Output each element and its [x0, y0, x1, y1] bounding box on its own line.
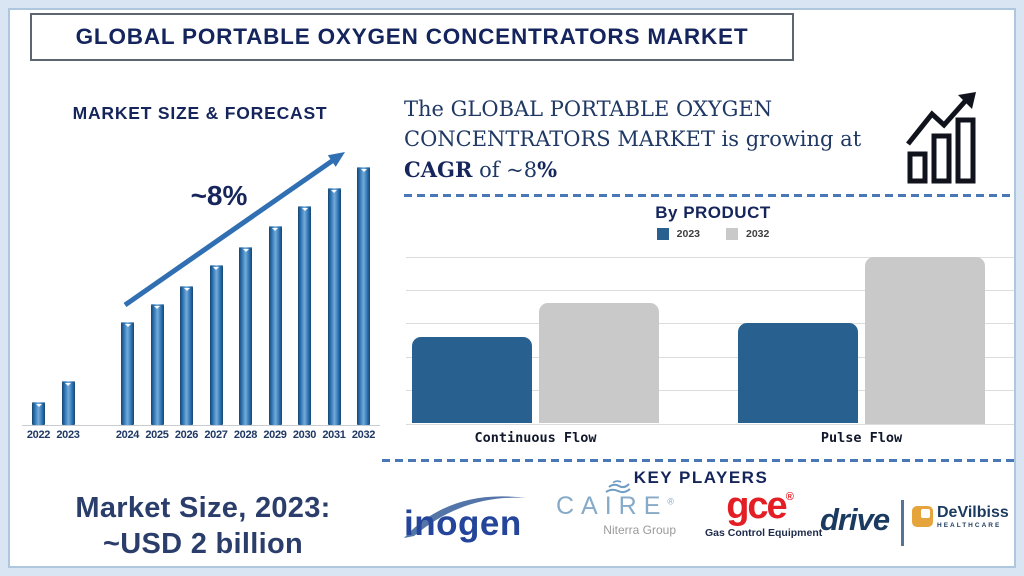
dashed-divider-top [404, 194, 1016, 197]
page-title: GLOBAL PORTABLE OXYGEN CONCENTRATORS MAR… [75, 24, 749, 49]
cagr-annotation: ~8% [190, 180, 248, 211]
caire-wordmark: CAIRE [556, 492, 668, 520]
bar-pulse-flow-2023 [738, 323, 858, 424]
growth-note-line1: The GLOBAL PORTABLE OXYGEN [404, 97, 773, 121]
legend-swatch-2023 [656, 228, 669, 240]
inogen-swoosh-icon [404, 496, 526, 538]
growth-chart-icon [906, 92, 976, 184]
category-label-pulse-flow: Pulse Flow [820, 430, 903, 446]
forecast-heading: MARKET SIZE & FORECAST [72, 103, 328, 123]
drive-logo: drive [820, 502, 890, 538]
devilbiss-icon [912, 506, 933, 527]
gridline-1 [406, 289, 1016, 291]
gridline-0 [406, 256, 1016, 258]
bar-2029 [268, 226, 282, 425]
cagr-bold: CAGR [404, 156, 473, 182]
bar-2023 [61, 381, 75, 425]
title-banner: GLOBAL PORTABLE OXYGEN CONCENTRATORS MAR… [30, 13, 794, 61]
key-players-heading: KEY PLAYERS [633, 468, 769, 487]
legend-item-2023: 2023 [656, 228, 700, 240]
legend-item-2032: 2032 [726, 228, 769, 240]
percent-bold: % [537, 156, 558, 182]
market-size-line2: ~USD 2 billion [103, 528, 303, 561]
bar-pulse-flow-2032 [865, 256, 985, 424]
growth-note: The GLOBAL PORTABLE OXYGEN CONCENTRATORS… [404, 94, 909, 185]
caire-waves-icon [605, 480, 631, 494]
gce-subtext: Gas Control Equipment [705, 527, 823, 539]
year-label-2023: 2023 [56, 429, 80, 441]
gce-wordmark: gce [726, 485, 788, 527]
year-label-2022: 2022 [26, 429, 51, 441]
x-axis-line [22, 425, 380, 426]
bar-continuous-flow-2023 [412, 336, 532, 424]
bar-2025 [150, 303, 164, 425]
by-product-chart: Continuous Flow Pulse Flow [406, 251, 1016, 451]
year-label-2024: 2024 [115, 429, 140, 441]
market-size-line1: Market Size, 2023: [75, 492, 331, 524]
by-product-legend: 2023 2032 [406, 228, 1016, 240]
inogen-wordmark: inogen [404, 504, 522, 543]
caire-registered-mark: ® [667, 496, 682, 507]
caire-logo: CAIRE® Niterra Group [556, 480, 676, 537]
bar-continuous-flow-2032 [539, 303, 659, 424]
gridline-4 [406, 390, 1016, 392]
dashed-divider-bottom [382, 459, 1016, 462]
bar-2031 [327, 187, 341, 425]
year-label-2031: 2031 [322, 429, 346, 441]
legend-label-2023: 2023 [676, 228, 700, 240]
gridline-5 [406, 423, 1016, 425]
year-label-2030: 2030 [292, 429, 317, 441]
devilbiss-wordmark: DeVilbiss [937, 504, 1009, 521]
cagr-mid: of ~8 [472, 157, 538, 182]
bar-2030 [298, 205, 311, 425]
logo-separator [901, 500, 904, 546]
legend-label-2032: 2032 [746, 228, 770, 240]
bar-2028 [239, 246, 252, 425]
devilbiss-logo: DeVilbiss HEALTHCARE [912, 504, 1009, 529]
gce-logo: gce® Gas Control Equipment [705, 485, 823, 539]
bar-2024 [121, 321, 134, 425]
year-label-2028: 2028 [233, 429, 258, 441]
by-product-heading: By PRODUCT [655, 203, 771, 222]
year-label-2032: 2032 [351, 429, 376, 441]
market-size-note: Market Size, 2023: ~USD 2 billion [22, 490, 384, 563]
bar-2022 [32, 401, 45, 425]
bar-2032 [357, 167, 370, 425]
growth-note-line2: CONCENTRATORS MARKET is growing at [404, 127, 862, 152]
gridline-3 [406, 356, 1016, 358]
bar-2026 [180, 285, 193, 425]
gridline-2 [406, 323, 1016, 325]
devilbiss-subtext: HEALTHCARE [937, 521, 1002, 529]
year-label-2029: 2029 [263, 429, 287, 441]
gce-registered-mark: ® [785, 491, 794, 503]
market-forecast-chart: 2022 2023 2024 2025 2026 2027 2028 2029 2030 2031… [18, 95, 384, 455]
drive-wordmark: drive [820, 502, 890, 537]
category-label-continuous-flow: Continuous Flow [474, 430, 597, 446]
year-label-2026: 2026 [174, 429, 199, 441]
bar-2027 [209, 265, 223, 425]
caire-subtext: Niterra Group [603, 523, 676, 537]
year-label-2027: 2027 [204, 429, 228, 441]
year-label-2025: 2025 [145, 429, 169, 441]
legend-swatch-2032 [726, 228, 738, 240]
inogen-logo: inogen [402, 488, 547, 550]
